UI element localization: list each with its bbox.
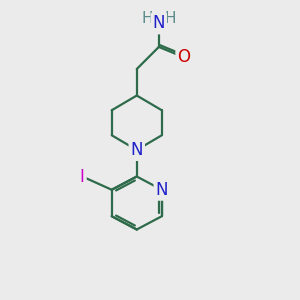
Text: H: H <box>164 11 176 26</box>
Text: N: N <box>130 141 143 159</box>
Text: H: H <box>142 11 153 26</box>
Text: I: I <box>80 167 85 185</box>
Text: N: N <box>155 181 168 199</box>
Text: O: O <box>177 48 190 66</box>
Text: N: N <box>153 14 165 32</box>
